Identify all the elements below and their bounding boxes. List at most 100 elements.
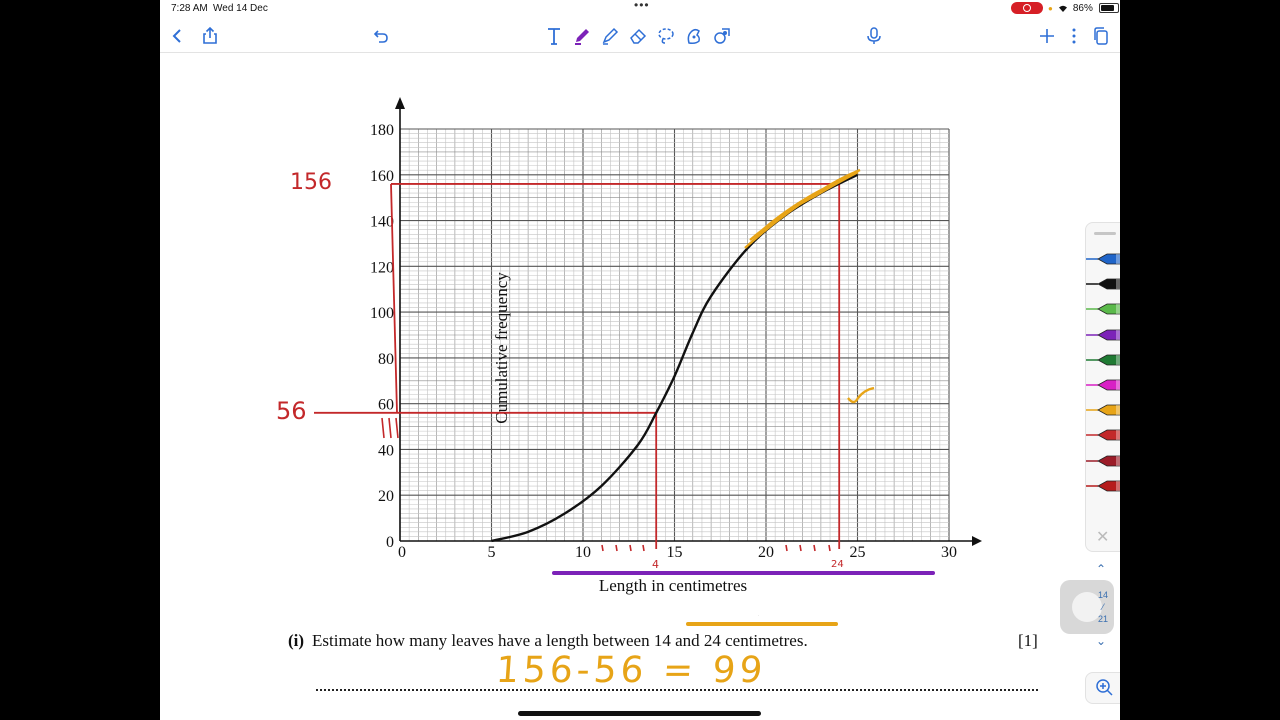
graph-grid [399, 128, 950, 542]
y-tick-label: 20 [378, 488, 394, 505]
palette-drag-handle[interactable] [1094, 232, 1116, 235]
handwritten-answer: 156-56 = 99 [494, 650, 768, 691]
eraser-tool-icon[interactable] [626, 24, 650, 48]
x-tick-label: 30 [941, 544, 957, 561]
annotation-4: 4 [652, 558, 659, 571]
cumulative-frequency-graph: 0 20 40 60 80 100 120 140 160 180 0 5 10 15 20 25 30 Cu… [276, 97, 982, 616]
page-separator-icon: ⁄ [1102, 602, 1104, 612]
wifi-icon [1058, 5, 1067, 12]
red-tick-mark [813, 544, 816, 552]
home-indicator[interactable] [518, 711, 761, 716]
page-scrubber[interactable] [1060, 580, 1114, 634]
question-body: Estimate how many leaves have a length b… [312, 631, 808, 650]
pen-color-swatch[interactable] [1086, 427, 1120, 443]
back-icon[interactable] [166, 24, 190, 48]
pen-color-swatch[interactable] [1086, 402, 1120, 418]
orange-highlight-line [686, 622, 838, 626]
x-tick-label: 5 [488, 544, 496, 561]
text-tool-icon[interactable] [542, 24, 566, 48]
red-tick-mark [629, 544, 632, 552]
x-tick-label: 15 [667, 544, 683, 561]
x-tick-label: 20 [758, 544, 774, 561]
y-tick-label: 60 [378, 397, 394, 414]
red-tick-mark [785, 544, 788, 552]
red-tally-mark [395, 417, 399, 439]
status-date: Wed 14 Dec [213, 3, 268, 14]
red-tick-mark [799, 544, 802, 552]
red-line-left [390, 183, 398, 413]
zoom-button[interactable] [1085, 672, 1120, 704]
pages-icon[interactable] [1089, 24, 1113, 48]
battery-icon [1098, 3, 1119, 13]
y-axis-arrow [395, 97, 405, 109]
red-tally-mark [381, 417, 385, 439]
y-tick-label: 120 [370, 259, 394, 276]
question-text: (i) Estimate how many leaves have a lengt… [288, 631, 808, 651]
x-tick-labels: 0 5 10 15 20 25 30 [398, 544, 957, 561]
answer-dotted-line [316, 689, 1038, 691]
share-icon[interactable] [198, 24, 222, 48]
pen-color-swatch[interactable] [1086, 276, 1120, 292]
add-page-icon[interactable] [1035, 24, 1059, 48]
lasso-tool-icon[interactable] [654, 24, 678, 48]
status-time: 7:28 AM [171, 3, 208, 14]
red-tick-mark [615, 544, 618, 552]
highlighter-tool-icon[interactable] [598, 24, 622, 48]
x-tick-label: 0 [398, 544, 406, 561]
location-dot-icon: ● [1048, 3, 1053, 13]
screen-recording-icon [1011, 2, 1043, 14]
more-icon[interactable] [1062, 24, 1086, 48]
red-tick-mark [601, 544, 604, 552]
y-tick-label: 0 [386, 534, 394, 551]
pen-tool-icon[interactable] [570, 24, 594, 48]
question-number: (i) [288, 631, 305, 650]
question-marks: [1] [1018, 631, 1038, 650]
page-down-icon[interactable]: ⌄ [1096, 634, 1107, 648]
toolbar [160, 20, 1120, 53]
x-axis-label: Length in centimetres [599, 576, 747, 595]
undo-icon[interactable] [369, 24, 393, 48]
page-up-icon[interactable]: ⌃ [1096, 562, 1107, 576]
pen-color-swatch[interactable] [1086, 377, 1120, 393]
x-axis-arrow [972, 536, 982, 546]
multitasking-dots-icon[interactable]: ••• [634, 0, 650, 12]
tick-mark-scribble [847, 386, 875, 404]
image-tool-icon[interactable] [682, 24, 706, 48]
y-tick-label: 140 [370, 214, 394, 231]
zoom-in-icon [1096, 679, 1113, 696]
app-screen: 7:28 AM Wed 14 Dec ••• ● 86% [160, 0, 1120, 720]
y-tick-label: 80 [378, 351, 394, 368]
page-current: 14 [1097, 590, 1108, 600]
red-tick-mark [828, 544, 831, 552]
pen-color-swatch[interactable] [1086, 453, 1120, 469]
palette-close-icon[interactable]: ✕ [1096, 529, 1110, 546]
y-axis-label: Cumulative frequency [492, 272, 511, 424]
orange-annotations [744, 168, 875, 616]
red-tick-mark [642, 544, 645, 552]
status-right: ● 86% [1048, 1, 1119, 15]
page-scrubber-knob[interactable] [1072, 592, 1102, 622]
red-tally-mark [388, 417, 392, 439]
status-bar: 7:28 AM Wed 14 Dec ••• ● 86% [160, 0, 1120, 16]
curve-highlight-scribble [744, 168, 861, 249]
y-tick-labels: 0 20 40 60 80 100 120 140 160 180 [370, 122, 394, 551]
pen-color-swatch[interactable] [1086, 301, 1120, 317]
pen-color-swatch[interactable] [1086, 327, 1120, 343]
document-page[interactable]: 0 20 40 60 80 100 120 140 160 180 0 5 10 15 20 25 30 Cu… [160, 56, 1120, 720]
y-tick-label: 40 [378, 442, 394, 459]
shapes-tool-icon[interactable] [710, 24, 734, 48]
red-annotations [314, 183, 841, 552]
pen-color-palette: ✕ [1085, 222, 1120, 552]
annotation-56: 56 [276, 397, 307, 425]
x-tick-label: 10 [575, 544, 591, 561]
pen-color-swatch[interactable] [1086, 251, 1120, 267]
microphone-icon[interactable] [862, 24, 886, 48]
x-tick-label: 25 [850, 544, 866, 561]
pen-color-swatch[interactable] [1086, 352, 1120, 368]
pen-color-swatch[interactable] [1086, 478, 1120, 494]
page-total: 21 [1097, 614, 1108, 624]
y-tick-label: 100 [370, 305, 394, 322]
page-indicator: 14 ⁄ 21 [1092, 589, 1114, 625]
battery-percent: 86% [1072, 2, 1093, 14]
y-tick-label: 160 [370, 168, 394, 185]
